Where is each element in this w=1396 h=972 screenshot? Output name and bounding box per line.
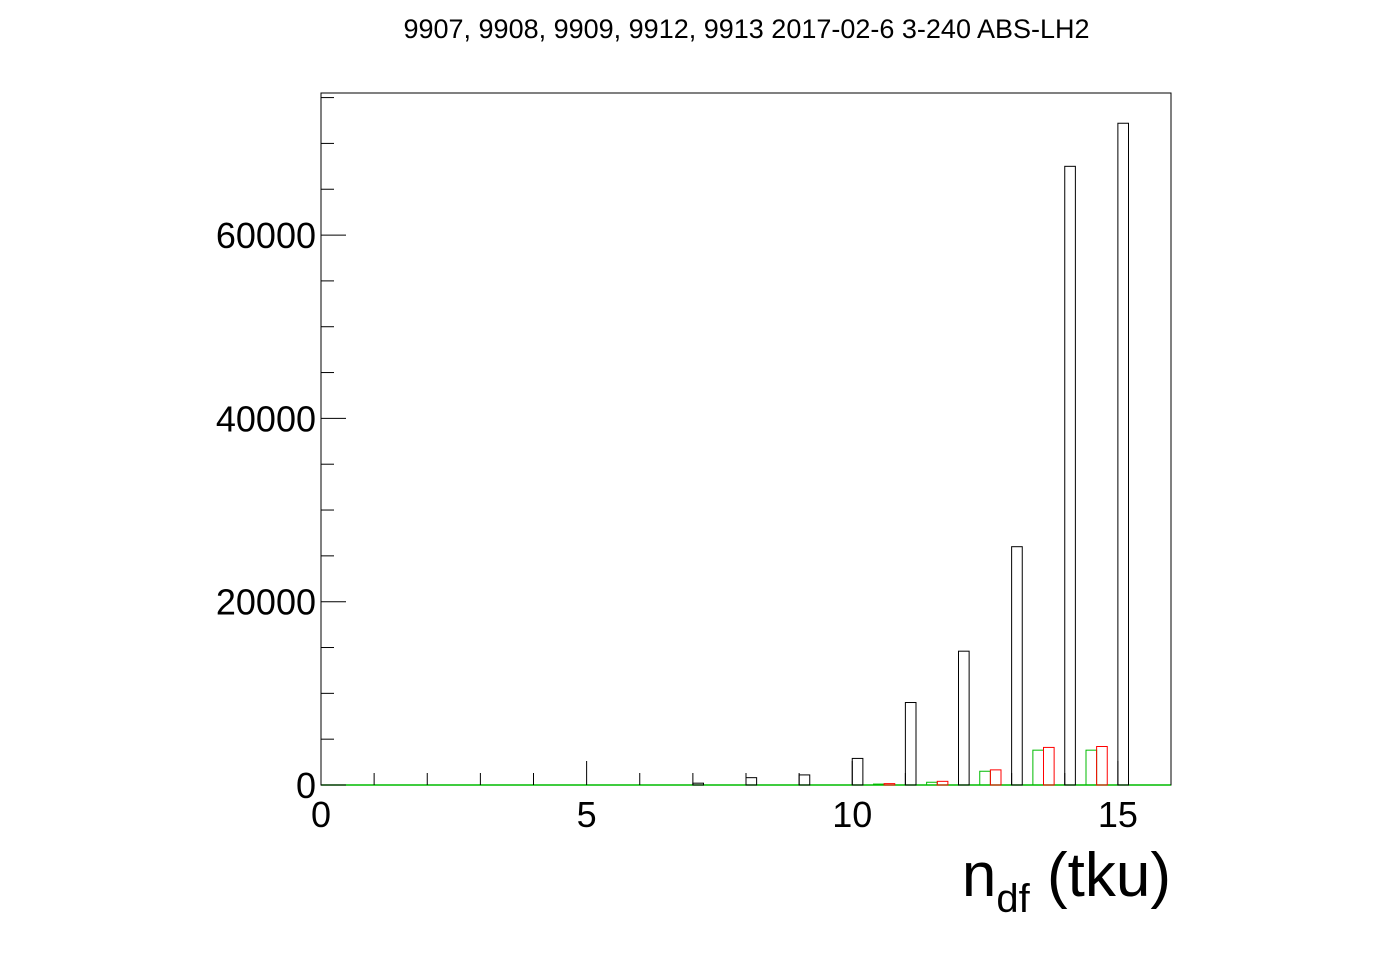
bar: [745, 777, 758, 786]
axes-group: [320, 97, 1172, 786]
y-tick-label: 0: [296, 765, 316, 806]
bar: [936, 780, 949, 786]
chart-title: 9907, 9908, 9909, 9912, 9913 2017-02-6 3…: [403, 14, 1090, 44]
x-tick-label: 0: [311, 794, 331, 835]
bars-group: [321, 122, 1171, 786]
x-axis-title-main: n: [962, 841, 996, 910]
x-tick-label: 15: [1098, 794, 1138, 835]
bar: [1085, 749, 1098, 786]
y-tick-label: 20000: [216, 582, 316, 623]
bar: [1117, 122, 1129, 786]
y-tick-label: 40000: [216, 398, 316, 439]
bar: [1064, 165, 1076, 786]
y-tick-label: 60000: [216, 215, 316, 256]
x-axis-title-sub: df: [996, 877, 1030, 921]
x-tick-label: 5: [577, 794, 597, 835]
bar: [692, 782, 704, 786]
bar: [926, 781, 938, 786]
x-axis-title-suffix: (tku): [1030, 841, 1171, 910]
bar: [798, 774, 811, 786]
bar: [1043, 746, 1055, 786]
x-tick-label: 10: [832, 794, 872, 835]
plot-frame: [320, 92, 1172, 786]
bar: [873, 783, 885, 786]
bar: [883, 783, 896, 786]
bar: [851, 757, 864, 786]
x-axis-title: ndf (tku): [962, 841, 1171, 921]
bar: [1032, 749, 1044, 786]
bar: [979, 770, 991, 786]
bar: [989, 769, 1002, 786]
bar: [1011, 546, 1023, 786]
tick-labels-group: 0 5 10 15 0 20000 40000 60000: [216, 215, 1138, 835]
bar: [904, 702, 917, 786]
bar: [958, 650, 970, 786]
bar: [1096, 746, 1108, 786]
